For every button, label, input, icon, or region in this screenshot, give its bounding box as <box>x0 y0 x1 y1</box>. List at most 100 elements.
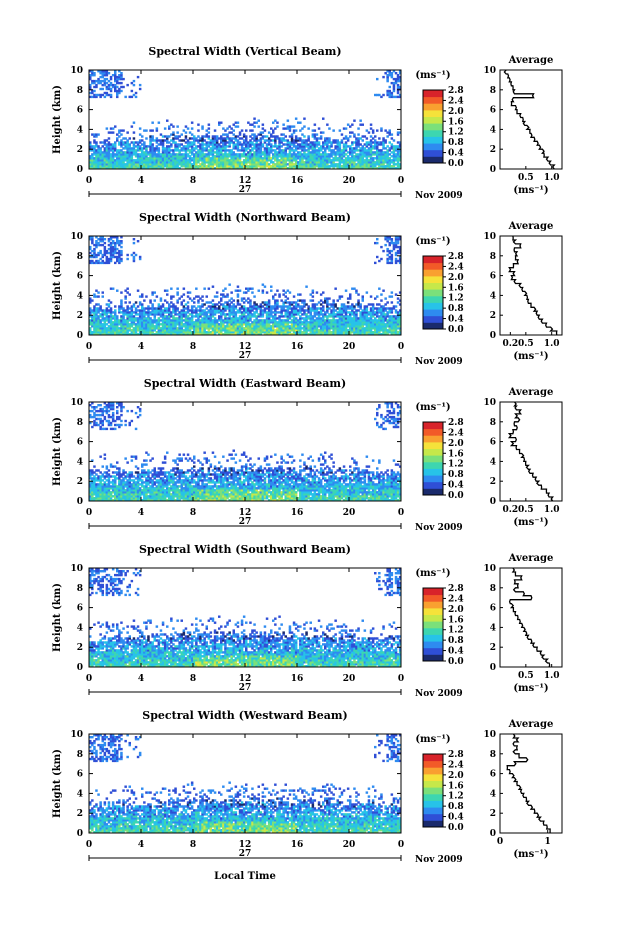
heatmap-cell <box>332 167 335 170</box>
heatmap-cell <box>197 309 200 312</box>
heatmap-cell <box>141 161 144 164</box>
heatmap-cell <box>188 321 192 324</box>
heatmap-cell <box>322 131 325 134</box>
heatmap-cell <box>91 163 94 166</box>
heatmap-cell <box>311 319 315 322</box>
heatmap-cell <box>101 317 104 320</box>
heatmap-cell <box>222 141 225 144</box>
heatmap-cell <box>118 241 121 245</box>
heatmap-cell <box>319 331 323 334</box>
heatmap-cell <box>384 329 387 332</box>
heatmap-cell <box>353 327 356 330</box>
heatmap-cell <box>384 317 387 320</box>
heatmap-cell <box>89 329 92 332</box>
heatmap-cell <box>340 331 344 334</box>
heatmap-cell <box>193 155 196 158</box>
heatmap-cell <box>111 127 115 130</box>
heatmap-cell <box>89 236 92 239</box>
heatmap-cell <box>263 135 267 138</box>
heatmap-cell <box>184 135 188 138</box>
heatmap-cell <box>326 153 329 156</box>
heatmap-cell <box>274 329 277 332</box>
heatmap-cell <box>163 289 167 292</box>
heatmap-cells <box>89 70 402 170</box>
heatmap-cell <box>324 161 327 164</box>
heatmap-cell <box>359 161 362 164</box>
heatmap-cell <box>136 143 140 146</box>
heatmap-cell <box>118 155 121 158</box>
heatmap-cell <box>272 331 275 334</box>
heatmap-cell <box>388 327 391 330</box>
heatmap-cell <box>109 321 113 324</box>
heatmap-cell <box>376 151 379 154</box>
heatmap-cell <box>120 307 123 310</box>
heatmap-cell <box>105 163 109 166</box>
heatmap-cell <box>288 331 292 334</box>
heatmap-cell <box>136 325 140 328</box>
heatmap-cell <box>365 163 369 166</box>
heatmap-cell <box>224 327 227 330</box>
heatmap-cell <box>172 331 175 334</box>
heatmap-cell <box>166 155 169 158</box>
heatmap-cell <box>116 315 119 318</box>
heatmap-cell <box>336 315 339 318</box>
heatmap-cell <box>215 303 219 306</box>
heatmap-cell <box>178 155 181 158</box>
heatmap-cell <box>114 309 117 312</box>
heatmap-cell <box>257 161 260 164</box>
heatmap-cell <box>95 85 98 89</box>
heatmap-cell <box>111 245 115 249</box>
heatmap-cell <box>230 137 233 140</box>
heatmap-cell <box>386 91 389 95</box>
heatmap-cell <box>276 159 279 162</box>
heatmap-cell <box>201 331 204 334</box>
heatmap-cell <box>222 137 225 140</box>
heatmap-cell <box>178 317 181 320</box>
heatmap-cell <box>168 167 171 170</box>
heatmap-cell <box>351 317 354 320</box>
heatmap-cell <box>95 141 98 144</box>
heatmap-cell <box>170 143 173 146</box>
heatmap-cell <box>272 145 275 148</box>
heatmap-cell <box>209 151 213 154</box>
heatmap-cell <box>384 315 387 318</box>
heatmap-cell <box>359 307 362 310</box>
heatmap-cell <box>371 129 375 132</box>
heatmap-cell <box>353 119 356 122</box>
heatmap-cell <box>109 143 113 146</box>
heatmap-cell <box>353 165 356 168</box>
heatmap-cell <box>280 299 283 302</box>
heatmap-cell <box>230 167 233 170</box>
heatmap-cell <box>128 157 131 160</box>
heatmap-cell <box>319 299 323 302</box>
heatmap-cell <box>338 309 342 312</box>
heatmap-cell <box>182 293 186 296</box>
heatmap-cell <box>116 159 119 162</box>
heatmap-cell <box>195 325 198 328</box>
heatmap-cell <box>168 125 171 128</box>
heatmap-cell <box>109 155 113 158</box>
heatmap-cell <box>245 139 248 142</box>
heatmap-cell <box>89 167 92 170</box>
heatmap-cell <box>203 309 206 312</box>
heatmap-cell <box>166 145 169 148</box>
heatmap-cell <box>184 331 188 334</box>
heatmap-cell <box>186 317 190 320</box>
heatmap-cell <box>99 93 102 97</box>
heatmap-cell <box>161 147 165 150</box>
heatmap-cell <box>376 238 379 241</box>
heatmap-cell <box>284 315 287 318</box>
heatmap-cell <box>386 149 389 152</box>
heatmap-cell <box>134 149 138 152</box>
heatmap-cell <box>344 289 348 292</box>
heatmap-cell <box>151 159 154 162</box>
heatmap-cell <box>93 149 96 152</box>
heatmap-cell <box>116 89 119 93</box>
heatmap-cell <box>334 315 337 318</box>
heatmap-cell <box>315 319 319 322</box>
heatmap-cell <box>184 311 188 314</box>
heatmap-cell <box>182 145 186 148</box>
heatmap-cell <box>371 305 375 308</box>
heatmap-cell <box>272 139 275 142</box>
heatmap-cell <box>334 333 337 336</box>
